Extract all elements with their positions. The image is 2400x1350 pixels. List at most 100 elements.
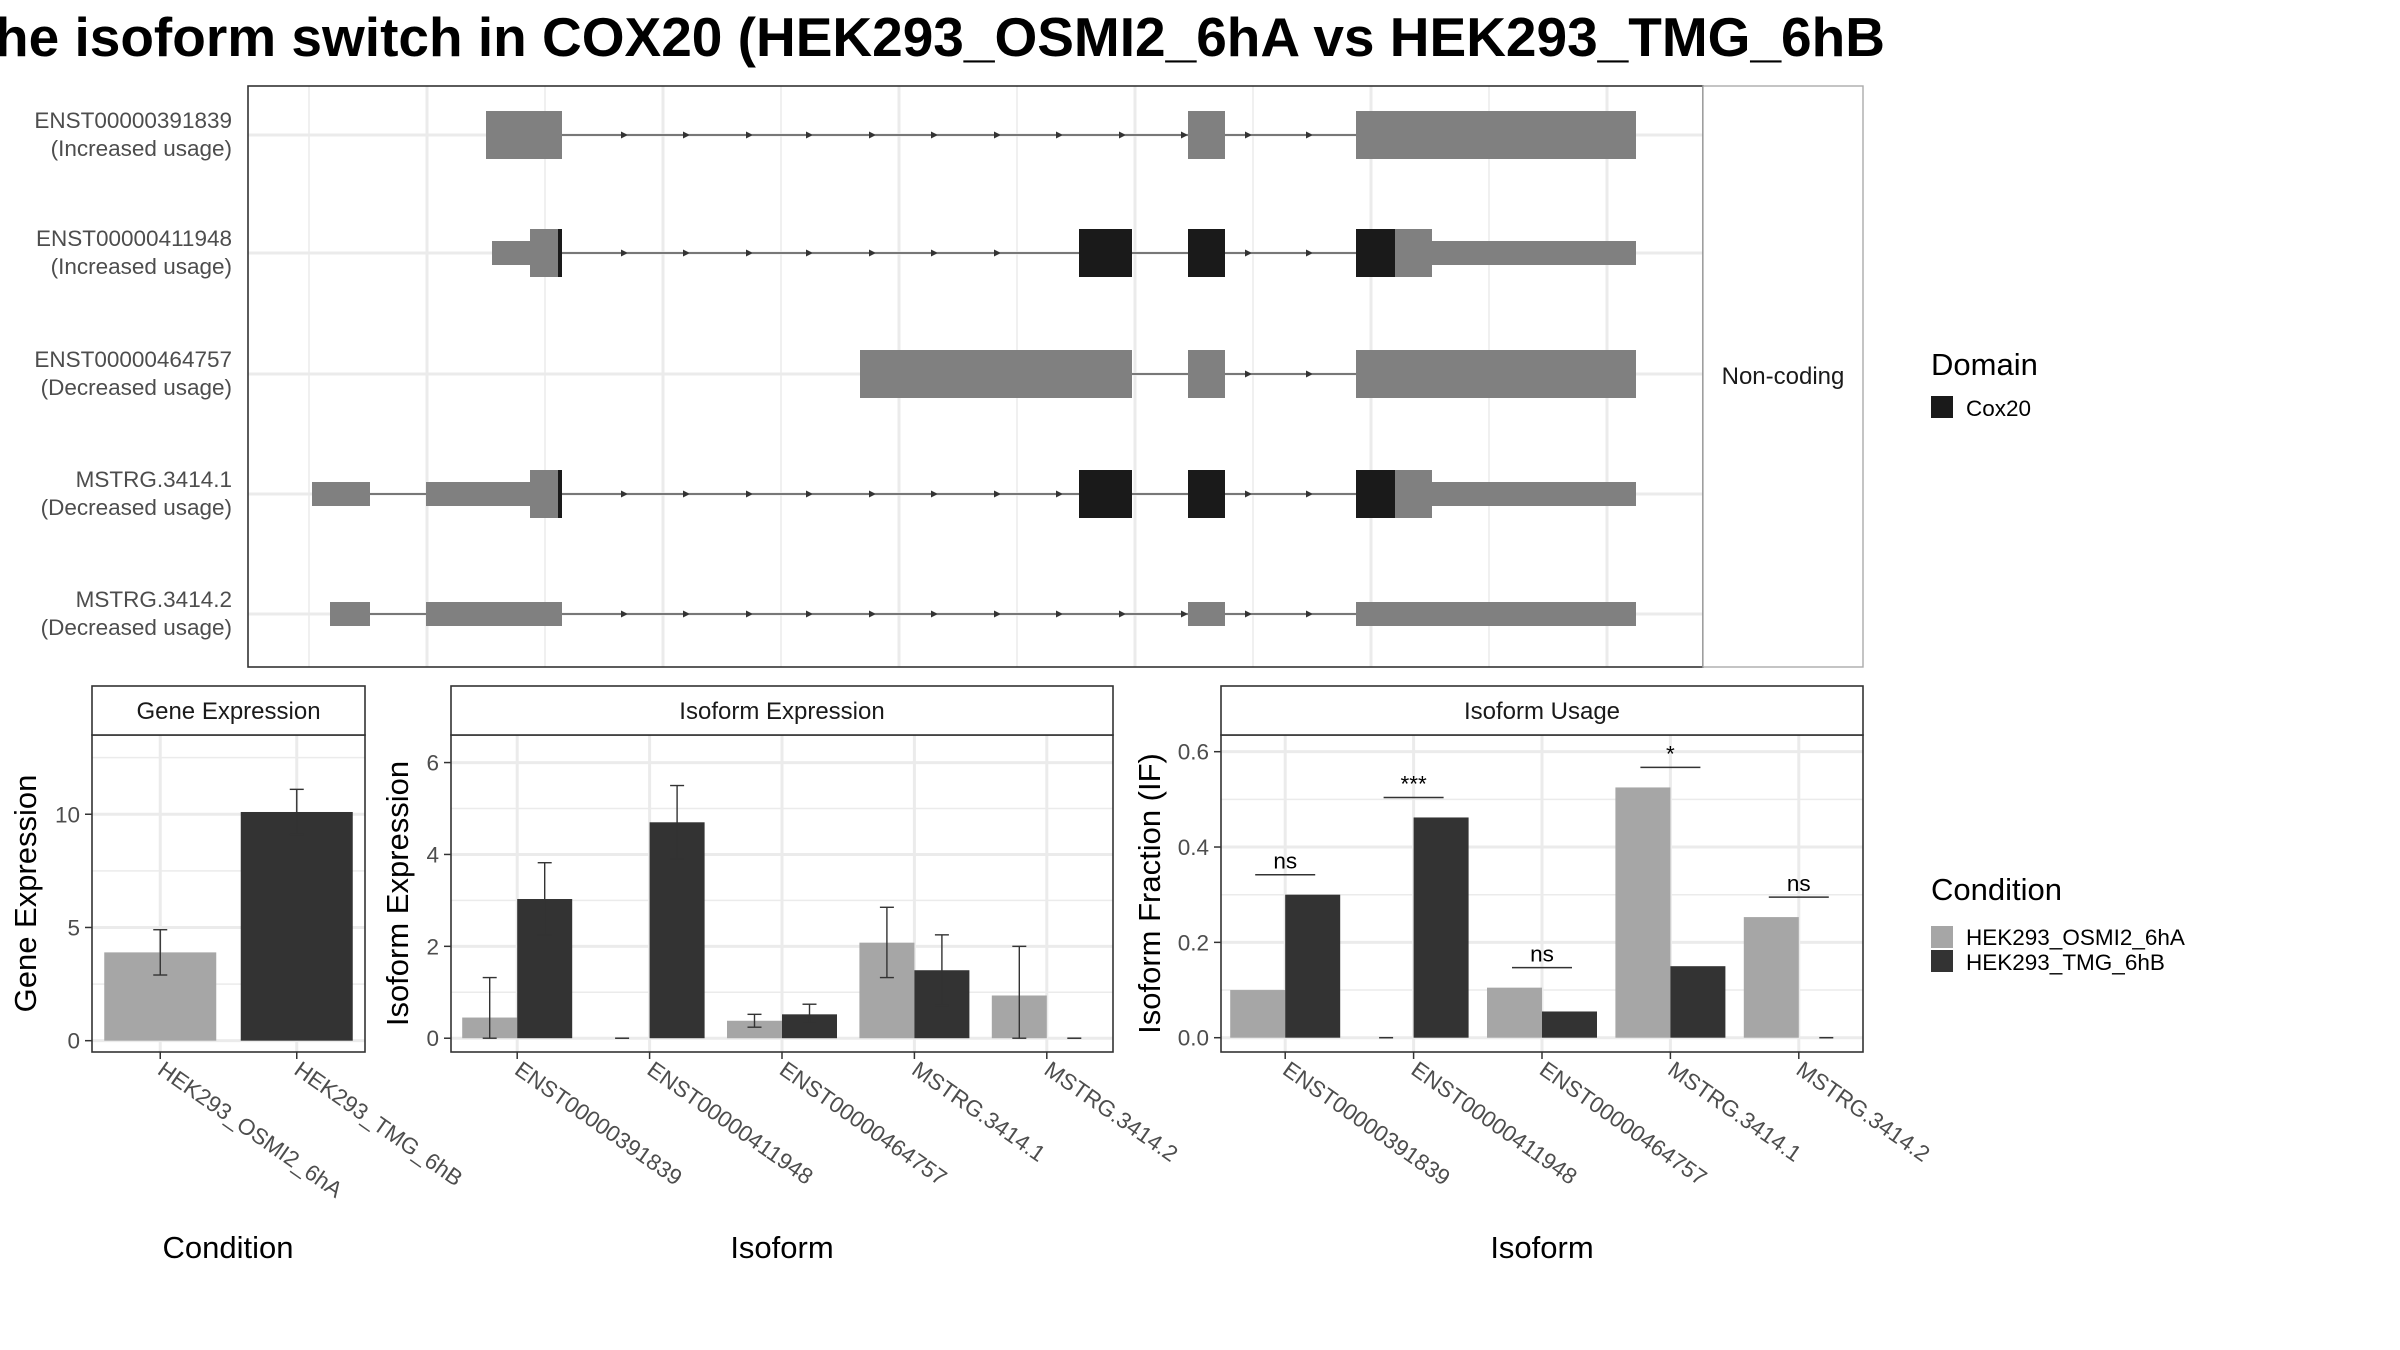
- non-coding-facet-strip: [1702, 85, 1864, 668]
- strand-arrow: [621, 610, 628, 618]
- expression-panels: Gene Expression0510HEK293_OSMI2_6hAHEK29…: [8, 685, 1934, 1265]
- strand-arrow: [931, 610, 938, 618]
- cox20-domain-block: [1188, 229, 1225, 277]
- strand-arrow: [746, 131, 753, 139]
- strand-arrow: [1245, 610, 1252, 618]
- strand-arrow: [621, 249, 628, 257]
- strand-arrow: [1245, 490, 1252, 498]
- exon-block: [530, 470, 562, 518]
- strand-arrow: [869, 490, 876, 498]
- transcript-usage-label: (Decreased usage): [41, 375, 232, 400]
- tmg-legend-label: HEK293_TMG_6hB: [1966, 950, 2165, 975]
- strand-arrow: [621, 131, 628, 139]
- transcript-id-label: MSTRG.3414.1: [76, 467, 232, 492]
- y-tick-label: 0: [426, 1026, 439, 1051]
- strand-arrow: [1306, 131, 1313, 139]
- significance-label: ***: [1400, 771, 1427, 796]
- bar: [1487, 987, 1542, 1038]
- exon-block: [1188, 111, 1225, 159]
- transcript-id-label: ENST00000391839: [34, 108, 232, 133]
- domain-legend: Domain Cox20: [1931, 347, 2038, 421]
- significance-label: ns: [1530, 942, 1554, 967]
- panel-strip-title: Gene Expression: [136, 698, 320, 725]
- x-tick-label: MSTRG.3414.2: [1040, 1057, 1182, 1167]
- transcript-row: MSTRG.3414.2 (Decreased usage): [41, 587, 1636, 640]
- significance-label: *: [1666, 741, 1675, 766]
- osmi2-legend-label: HEK293_OSMI2_6hA: [1966, 925, 2185, 950]
- strand-arrow: [931, 131, 938, 139]
- cox20-domain-block: [1356, 470, 1395, 518]
- cox20-domain-block: [1079, 470, 1132, 518]
- exon-block: [1395, 470, 1432, 518]
- x-axis-title: Isoform: [730, 1230, 833, 1265]
- strand-arrow: [1119, 610, 1126, 618]
- exon-block: [1356, 602, 1636, 626]
- exon-block: [530, 229, 562, 277]
- bar: [1413, 817, 1469, 1038]
- transcript-row: ENST00000391839 (Increased usage): [34, 108, 1636, 161]
- panel-strip: [1220, 685, 1864, 736]
- condition-legend: Condition HEK293_OSMI2_6hA HEK293_TMG_6h…: [1931, 872, 2185, 975]
- strand-arrow: [683, 131, 690, 139]
- strand-arrow: [1306, 249, 1313, 257]
- exon-block: [1356, 111, 1636, 159]
- bar: [1615, 787, 1671, 1038]
- tmg-legend-swatch: [1931, 950, 1953, 972]
- significance-label: ns: [1273, 849, 1297, 874]
- strand-arrow: [1306, 370, 1313, 378]
- strand-arrow: [1056, 610, 1063, 618]
- strand-arrow: [1245, 370, 1252, 378]
- y-tick-label: 0: [67, 1029, 80, 1054]
- exon-block: [426, 602, 562, 626]
- figure-title: he isoform switch in COX20 (HEK293_OSMI2…: [0, 6, 1885, 68]
- strand-arrow: [931, 490, 938, 498]
- transcript-row: MSTRG.3414.1 (Decreased usage): [41, 467, 1636, 520]
- y-axis-title: Isoform Fraction (IF): [1132, 753, 1167, 1034]
- y-axis-title: Isoform Expression: [380, 761, 415, 1026]
- cox20-domain-block: [1079, 229, 1132, 277]
- exon-block: [1188, 602, 1225, 626]
- domain-legend-title: Domain: [1931, 347, 2038, 382]
- transcript-id-label: ENST00000411948: [36, 226, 232, 251]
- panel-strip: [450, 685, 1114, 736]
- transcript-row: ENST00000464757 (Decreased usage): [34, 347, 1636, 400]
- y-tick-label: 0.4: [1178, 835, 1209, 860]
- strand-arrow: [683, 610, 690, 618]
- strand-arrow: [746, 249, 753, 257]
- strand-arrow: [621, 490, 628, 498]
- bar: [1743, 917, 1799, 1038]
- exon-block: [1432, 482, 1636, 506]
- strand-arrow: [869, 610, 876, 618]
- strand-arrow: [1119, 131, 1126, 139]
- strand-arrow: [806, 490, 813, 498]
- strand-arrow: [806, 610, 813, 618]
- significance-label: ns: [1787, 871, 1811, 896]
- transcript-usage-label: (Decreased usage): [41, 495, 232, 520]
- strand-arrow: [1245, 249, 1252, 257]
- strand-arrow: [1306, 490, 1313, 498]
- strand-arrow: [746, 610, 753, 618]
- panel-strip: [91, 685, 366, 736]
- strand-arrow: [1306, 610, 1313, 618]
- cox20-legend-swatch: [1931, 396, 1953, 418]
- strand-arrow: [994, 131, 1001, 139]
- strand-arrow: [806, 131, 813, 139]
- y-tick-label: 0.0: [1178, 1026, 1209, 1051]
- strand-arrow: [931, 249, 938, 257]
- bar: [1285, 894, 1341, 1038]
- x-tick-label: MSTRG.3414.1: [908, 1057, 1050, 1167]
- exon-block: [312, 482, 370, 506]
- transcript-row: ENST00000411948 (Increased usage): [36, 226, 1636, 279]
- transcript-usage-label: (Increased usage): [51, 254, 232, 279]
- cox20-legend-label: Cox20: [1966, 396, 2031, 421]
- y-tick-label: 10: [55, 802, 80, 827]
- cox20-domain-block: [1188, 470, 1225, 518]
- non-coding-facet-label: Non-coding: [1722, 363, 1845, 390]
- strand-arrow: [1245, 131, 1252, 139]
- exon-block: [426, 482, 530, 506]
- bar: [1670, 966, 1726, 1038]
- bar: [1542, 1011, 1597, 1038]
- panel-strip-title: Isoform Expression: [679, 698, 884, 725]
- transcript-usage-label: (Increased usage): [51, 136, 232, 161]
